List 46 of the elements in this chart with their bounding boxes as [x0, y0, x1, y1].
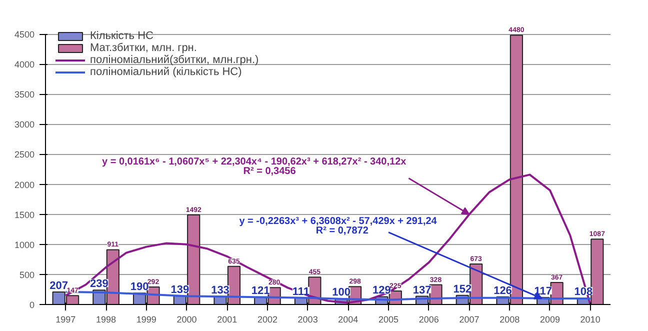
x-tick-label: 2008: [500, 314, 520, 324]
x-tick-label: 2003: [298, 314, 318, 324]
data-label: 133: [211, 284, 230, 297]
x-tick-label: 1997: [56, 314, 76, 324]
annotation: R² = 0,3456: [243, 166, 296, 178]
y-tick-label: 500: [19, 270, 35, 280]
x-tick-label: 2000: [176, 314, 197, 324]
x-tick-label: 2004: [338, 314, 358, 324]
legend-label: поліноміальний (кількість НС): [90, 66, 242, 78]
data-label: 190: [130, 281, 149, 294]
y-tick-label: 0: [29, 300, 35, 310]
x-tick-label: 1999: [136, 314, 156, 324]
y-tick-label: 2500: [14, 150, 35, 160]
y-tick-label: 3500: [14, 90, 35, 100]
annotation: y = 0,0161x⁶ - 1,0607x⁵ + 22,304x⁴ - 190,62x³ + 618,27x² - 340,12x: [102, 156, 407, 168]
x-tick-label: 2001: [217, 314, 238, 324]
legend-label: Кількість НС: [90, 30, 154, 42]
legend-label: Мат.збитки, млн. грн.: [90, 42, 197, 54]
x-tick-label: 2009: [540, 314, 560, 324]
annotation: y = -0,2263x³ + 6,3608x² - 57,429x + 291,24: [239, 216, 438, 227]
y-tick-label: 1500: [14, 210, 35, 220]
legend-label: поліноміальний(збитки, млн.грн.): [90, 54, 259, 66]
y-tick-label: 4500: [14, 30, 35, 40]
data-label: 126: [494, 284, 512, 297]
y-tick-label: 3000: [14, 120, 35, 130]
x-tick-label: 2002: [257, 314, 278, 324]
data-label: 121: [251, 285, 270, 298]
x-tick-label: 2010: [580, 314, 600, 324]
x-tick-label: 2006: [418, 314, 439, 324]
bar: [590, 238, 604, 304]
data-label: 100: [332, 286, 350, 298]
data-label: 139: [170, 284, 190, 296]
x-tick-label: 2005: [378, 314, 399, 324]
data-label: 111: [292, 286, 310, 298]
x-tick-label: 1998: [96, 314, 116, 324]
y-tick-label: 4000: [14, 60, 35, 70]
y-tick-label: 1000: [14, 240, 35, 250]
data-label: 129: [372, 284, 391, 297]
annotation: R² = 0,7872: [316, 226, 369, 237]
data-label: 239: [90, 278, 108, 290]
data-label: 108: [574, 286, 593, 298]
data-label: 152: [453, 283, 472, 296]
y-tick-label: 2000: [14, 180, 35, 190]
data-label: 137: [412, 284, 432, 296]
data-label: 207: [50, 280, 68, 292]
x-tick-label: 2007: [459, 314, 480, 324]
